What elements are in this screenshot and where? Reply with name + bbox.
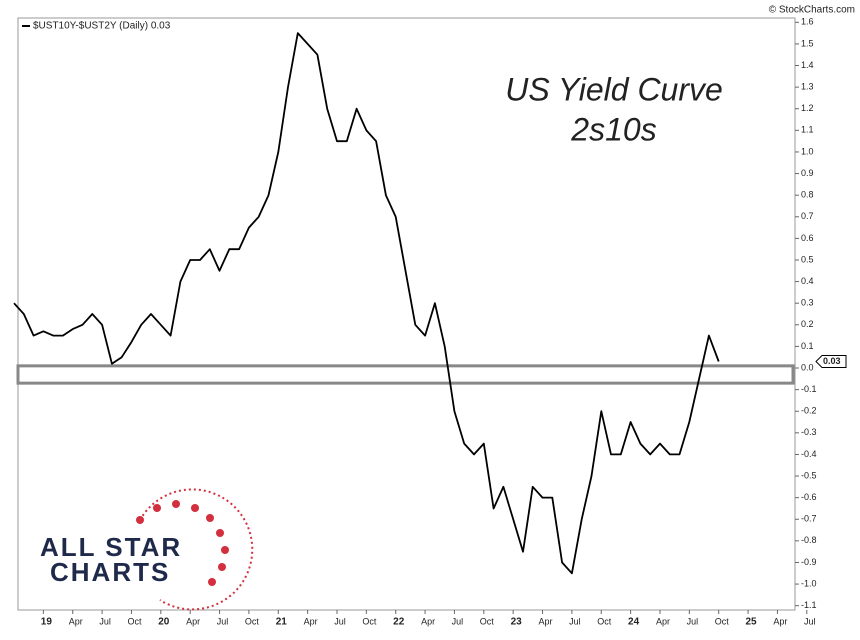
y-tick-label: 0.8: [801, 190, 814, 200]
x-tick-label: Jul: [334, 616, 346, 626]
legend-label: $UST10Y-$UST2Y (Daily) 0.03: [33, 21, 171, 32]
x-tick-label: Jul: [804, 616, 816, 626]
x-tick-label: 24: [628, 617, 640, 628]
y-tick-label: 0.1: [801, 341, 814, 351]
x-tick-label: Apr: [69, 616, 83, 626]
y-tick-label: -0.1: [801, 384, 817, 394]
x-tick-label: Oct: [362, 616, 377, 626]
x-tick-label: Apr: [186, 616, 200, 626]
y-tick-label: 0.4: [801, 276, 814, 286]
x-tick-label: 21: [276, 617, 288, 628]
logo: ALL STAR CHARTS: [40, 488, 254, 611]
series-line: [13, 32, 720, 575]
last-value-label: 0.03: [823, 356, 841, 366]
y-tick-label: -0.3: [801, 427, 817, 437]
y-tick-label: 1.0: [801, 146, 814, 156]
x-tick-label: 19: [41, 617, 53, 628]
y-tick-label: -0.8: [801, 535, 817, 545]
logo-stars: [136, 500, 229, 586]
y-tick-label: 0.5: [801, 254, 814, 264]
y-tick-label: -0.5: [801, 470, 817, 480]
x-tick-label: Jul: [217, 616, 229, 626]
y-tick-label: 0.6: [801, 233, 814, 243]
x-tick-label: Apr: [304, 616, 318, 626]
y-tick-label: 0.2: [801, 319, 814, 329]
x-tick-label: Jul: [452, 616, 464, 626]
x-tick-label: Oct: [480, 616, 495, 626]
y-tick-label: 1.5: [801, 38, 814, 48]
x-tick-label: Apr: [656, 616, 670, 626]
x-tick-label: Oct: [715, 616, 730, 626]
highlight-band: [16, 364, 795, 385]
logo-text: CHARTS: [50, 557, 170, 587]
last-value-tag: [815, 355, 847, 369]
y-tick-label: -0.7: [801, 514, 817, 524]
x-tick-label: Oct: [245, 616, 260, 626]
y-tick-label: -0.2: [801, 406, 817, 416]
y-tick-label: 1.3: [801, 82, 814, 92]
x-tick-label: Apr: [539, 616, 553, 626]
chart-title: US Yield Curve: [505, 71, 723, 107]
x-tick-label: Jul: [569, 616, 581, 626]
y-tick-label: 1.1: [801, 125, 814, 135]
x-tick-label: 23: [511, 617, 523, 628]
logo-text: ALL STAR: [40, 532, 182, 562]
x-tick-label: Jul: [687, 616, 699, 626]
y-tick-label: 0.7: [801, 211, 814, 221]
y-tick-label: 0.9: [801, 168, 814, 178]
x-tick-label: 25: [746, 617, 758, 628]
plot-frame: [17, 17, 796, 611]
y-tick-label: 0.0: [801, 362, 814, 372]
y-tick-label: 1.2: [801, 103, 814, 113]
y-tick-label: -0.6: [801, 492, 817, 502]
y-tick-label: -0.9: [801, 557, 817, 567]
x-tick-label: Oct: [127, 616, 142, 626]
y-tick-label: 0.3: [801, 298, 814, 308]
chart-subtitle: 2s10s: [570, 111, 656, 147]
x-tick-label: Apr: [773, 616, 787, 626]
y-tick-label: -1.1: [801, 600, 817, 610]
y-tick-label: 1.4: [801, 60, 814, 70]
y-tick-label: -1.0: [801, 578, 817, 588]
credit: © StockCharts.com: [769, 5, 855, 16]
x-tick-label: 20: [158, 617, 170, 628]
x-tick-label: Apr: [421, 616, 435, 626]
x-tick-label: Jul: [99, 616, 111, 626]
y-tick-label: 1.6: [801, 17, 814, 27]
y-tick-label: -0.4: [801, 449, 817, 459]
x-tick-label: 22: [393, 617, 405, 628]
x-tick-label: Oct: [597, 616, 612, 626]
